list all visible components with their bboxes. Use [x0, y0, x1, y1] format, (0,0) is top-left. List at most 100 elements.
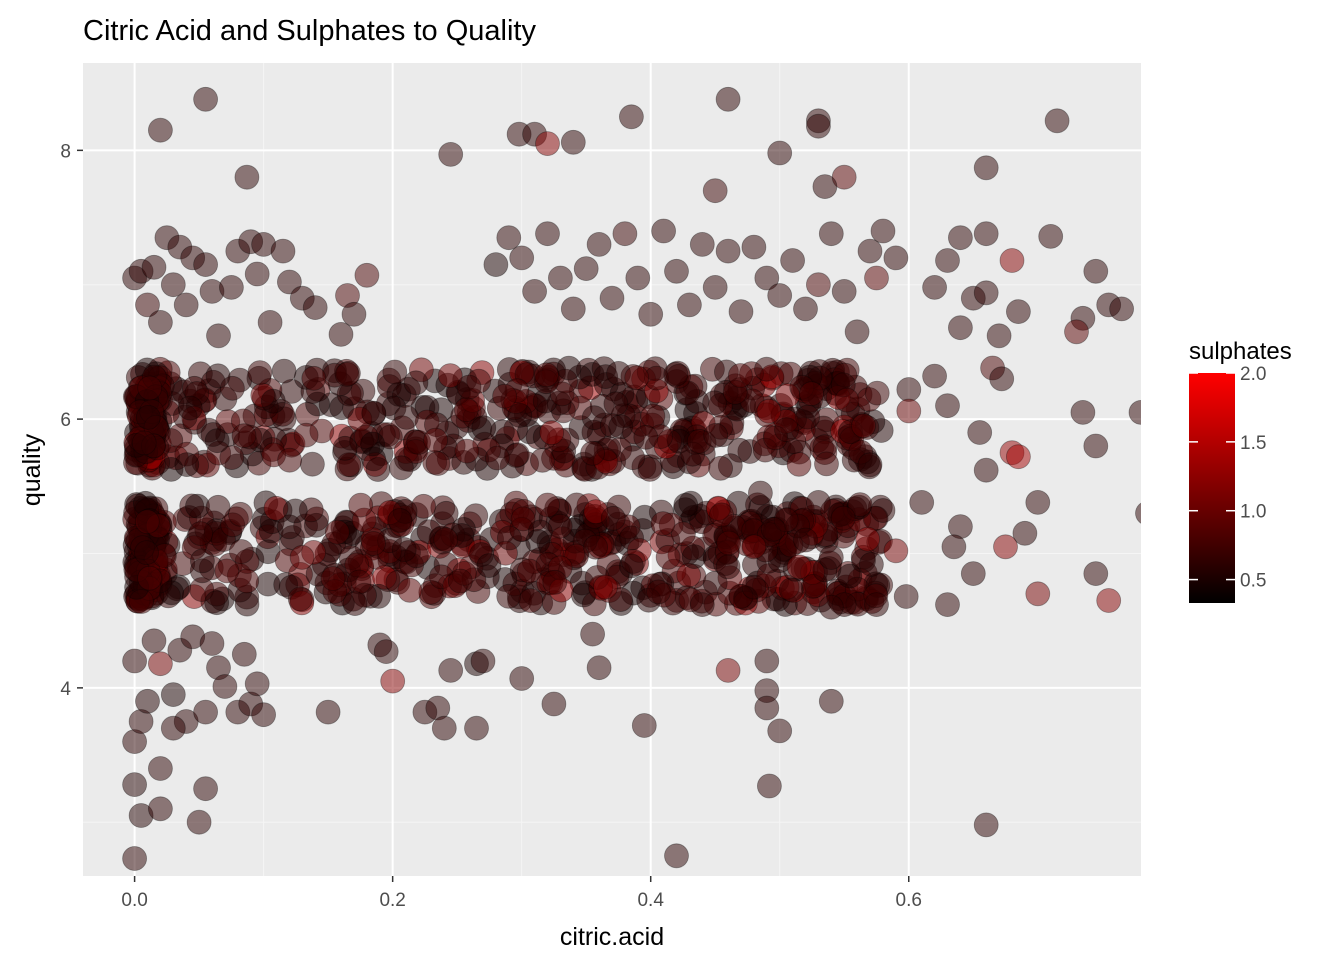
data-point	[909, 489, 935, 515]
data-point	[433, 527, 459, 552]
data-point	[818, 545, 844, 570]
y-tick-label: 8	[60, 141, 71, 162]
x-tick-label: 0.6	[896, 890, 922, 911]
data-point	[159, 580, 185, 606]
legend-colorbar	[1189, 373, 1235, 603]
data-point	[212, 674, 238, 699]
data-point	[786, 451, 812, 477]
data-point	[767, 718, 793, 744]
data-point	[973, 457, 999, 483]
data-point	[741, 534, 767, 560]
data-point	[496, 525, 522, 551]
data-point	[346, 569, 372, 595]
data-point	[767, 283, 793, 308]
x-axis-label: citric.acid	[560, 923, 664, 951]
data-point	[206, 323, 231, 349]
data-point	[571, 582, 596, 608]
data-point	[702, 178, 728, 204]
data-point	[935, 248, 960, 273]
data-point	[360, 431, 386, 457]
data-point	[754, 648, 780, 674]
data-point	[760, 516, 786, 542]
data-point	[715, 554, 741, 580]
data-point	[812, 174, 838, 200]
data-point	[580, 440, 605, 466]
data-point	[646, 579, 671, 605]
data-point	[496, 225, 522, 251]
data-point	[780, 248, 805, 273]
data-point	[786, 554, 812, 580]
data-point	[855, 526, 880, 552]
data-point	[1006, 299, 1031, 325]
data-point	[214, 558, 240, 584]
data-point	[453, 397, 479, 423]
data-point	[671, 521, 696, 547]
data-point	[573, 256, 599, 282]
data-point	[218, 274, 244, 300]
data-point	[741, 234, 767, 260]
data-point	[883, 538, 909, 564]
data-point	[756, 398, 782, 424]
data-point	[806, 113, 831, 139]
data-point	[859, 552, 884, 577]
data-point	[391, 537, 417, 562]
legend-title: sulphates	[1189, 338, 1292, 365]
data-point	[689, 592, 715, 617]
data-point	[818, 688, 844, 714]
data-point	[708, 455, 733, 481]
data-point	[276, 269, 302, 295]
x-axis: 0.0 0.2 0.4 0.6	[121, 876, 922, 911]
data-point	[948, 315, 973, 341]
data-point	[728, 363, 753, 388]
data-point	[870, 498, 896, 523]
data-point	[189, 548, 215, 574]
data-point	[423, 427, 449, 453]
data-point	[619, 525, 644, 551]
data-point	[757, 773, 782, 799]
data-point	[234, 568, 260, 594]
data-point	[247, 360, 273, 386]
data-point	[315, 699, 341, 725]
data-point	[205, 494, 231, 520]
data-point	[141, 254, 167, 280]
data-point	[806, 489, 831, 515]
data-point	[244, 261, 270, 287]
data-point	[173, 292, 199, 318]
data-point	[608, 414, 634, 440]
data-point	[818, 594, 844, 620]
data-point	[131, 430, 157, 456]
data-point	[510, 506, 536, 532]
data-point	[1025, 489, 1051, 515]
data-point	[754, 695, 780, 721]
data-point	[293, 422, 319, 448]
data-point	[837, 563, 863, 589]
data-point	[774, 417, 799, 443]
data-point	[1083, 433, 1109, 459]
data-point	[633, 424, 659, 450]
data-point	[716, 530, 742, 556]
data-point	[332, 435, 358, 461]
data-point	[702, 390, 727, 416]
data-point	[754, 265, 780, 291]
data-point	[857, 452, 883, 478]
data-point	[967, 420, 993, 445]
data-point	[655, 544, 681, 570]
data-point	[864, 265, 889, 291]
y-axis: 4 6 8	[60, 141, 83, 700]
data-point	[496, 583, 522, 609]
data-points	[122, 86, 1141, 871]
data-point	[277, 447, 303, 473]
data-point	[147, 796, 173, 822]
chart-title: Citric Acid and Sulphates to Quality	[83, 15, 536, 47]
data-point	[534, 362, 559, 388]
data-point	[393, 404, 419, 430]
data-point	[799, 381, 824, 407]
data-point	[287, 586, 313, 612]
data-point	[1135, 502, 1141, 524]
data-point	[560, 296, 586, 322]
data-point	[651, 218, 676, 244]
data-point	[382, 359, 408, 385]
data-point	[922, 274, 947, 300]
data-point	[299, 451, 325, 477]
